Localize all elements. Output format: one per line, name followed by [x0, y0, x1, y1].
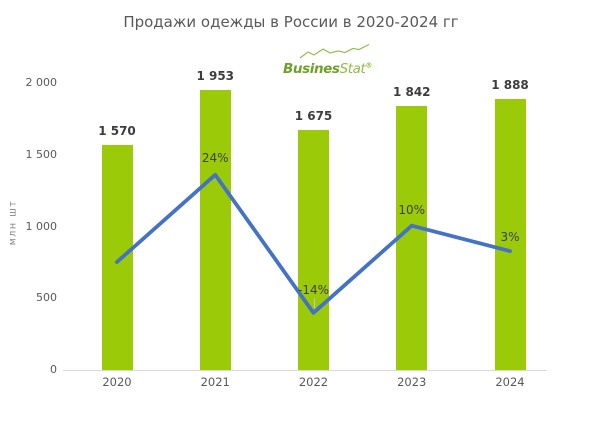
bar-2020	[101, 144, 133, 370]
bar-value-label: 1 953	[196, 68, 235, 83]
x-axis-tick-label: 2021	[200, 375, 230, 389]
logo-text-bold: Busines	[283, 61, 340, 77]
bar-value-label: 1 675	[294, 108, 333, 123]
line-percent-label: 10%	[398, 202, 426, 217]
y-axis-tick-label: 1 500	[25, 147, 58, 161]
logo-text: BusinesStat®	[283, 61, 372, 77]
line-percent-label: -14%	[297, 282, 329, 297]
registered-mark: ®	[365, 61, 373, 70]
percent-label-leader	[314, 298, 315, 308]
businesstat-logo: BusinesStat®	[283, 44, 383, 77]
x-axis-line	[63, 370, 547, 371]
bar-2021	[199, 89, 231, 370]
line-percent-label: 24%	[201, 150, 229, 165]
y-axis-tick-label: 500	[36, 291, 57, 305]
bar-2022	[298, 129, 329, 370]
line-percent-label: 3%	[500, 230, 520, 245]
chart-title: Продажи одежды в России в 2020-2024 гг	[123, 13, 459, 31]
bar-value-label: 1 888	[491, 78, 529, 93]
logo-trendline-icon	[299, 44, 370, 59]
y-axis-tick-label: 0	[50, 363, 57, 376]
bar-value-label: 1 570	[98, 123, 136, 138]
x-axis-tick-label: 2020	[102, 375, 132, 389]
bar-2023	[396, 105, 428, 370]
x-axis-tick-label: 2024	[495, 375, 525, 389]
y-axis-tick-label: 2 000	[25, 76, 58, 89]
bar-value-label: 1 842	[392, 84, 431, 99]
logo-text-stat: Stat	[339, 61, 366, 77]
x-axis-tick-label: 2022	[298, 375, 329, 389]
y-axis-tick-label: 1 000	[25, 219, 58, 233]
x-axis-tick-label: 2023	[397, 375, 427, 389]
